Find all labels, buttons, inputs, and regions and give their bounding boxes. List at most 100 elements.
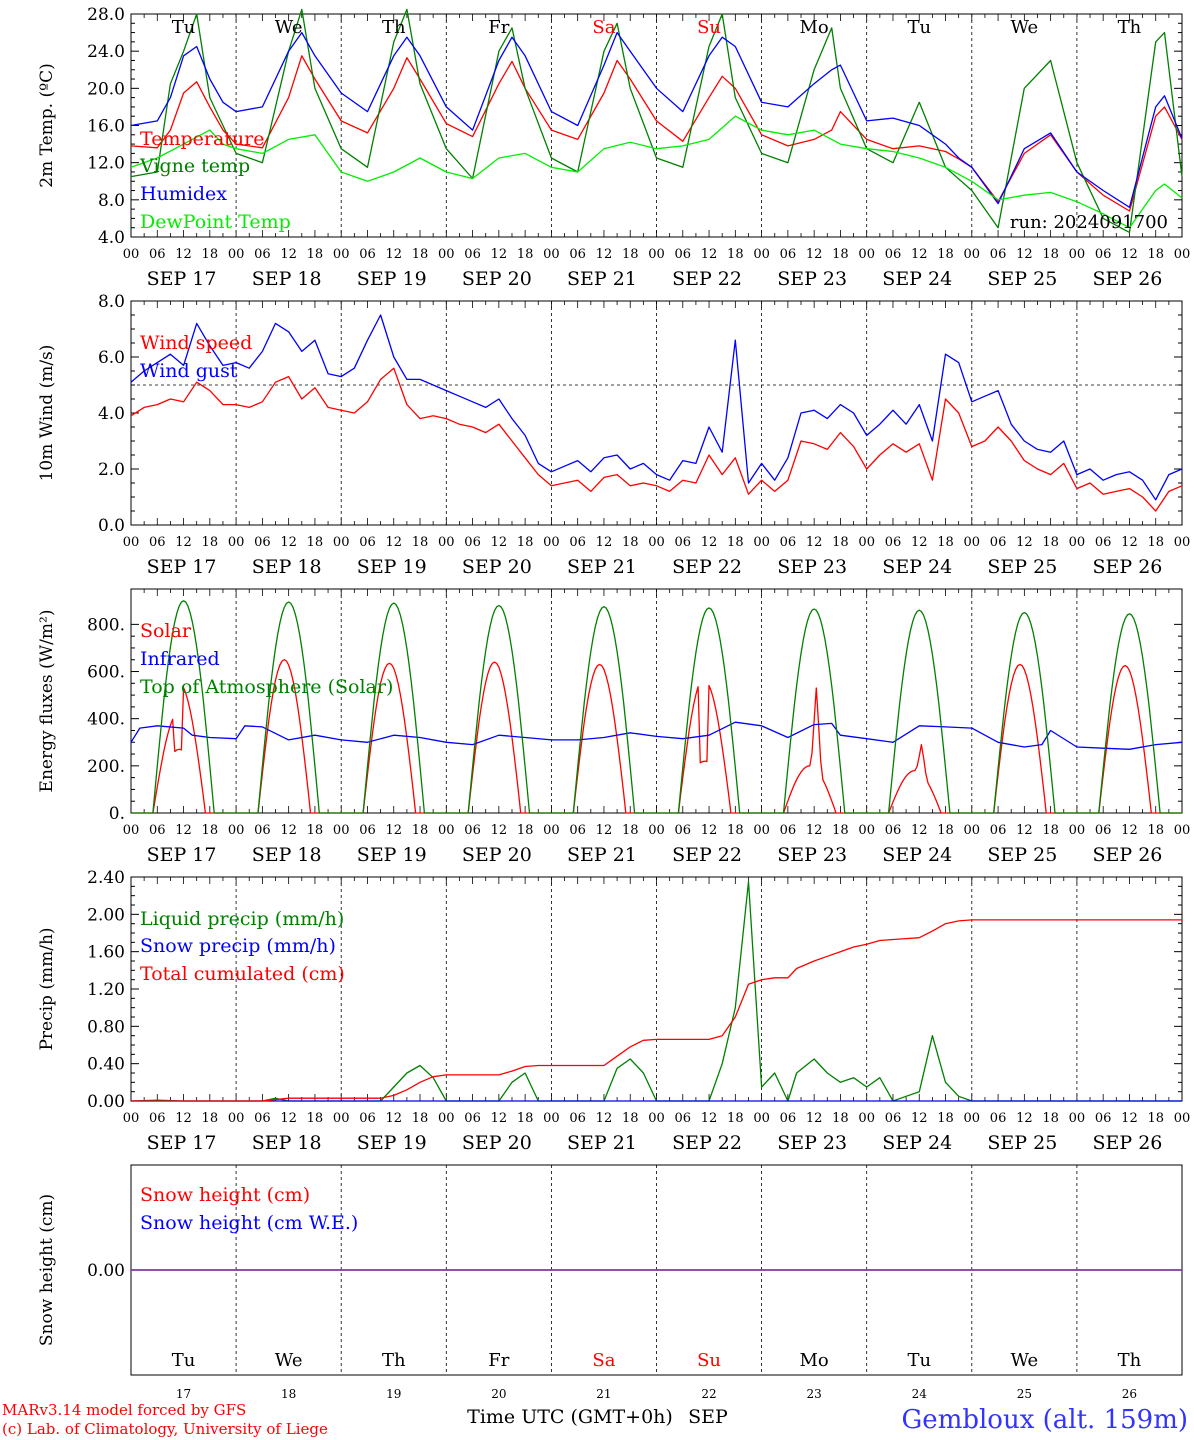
y-tick-label: 400. — [87, 710, 125, 730]
hour-label: 00 — [1069, 247, 1086, 262]
weekday-label: Fr — [488, 1350, 509, 1371]
hour-label: 00 — [1174, 535, 1191, 550]
hour-label: 12 — [385, 535, 402, 550]
hour-label: 00 — [753, 823, 770, 838]
y-tick-label: 2.40 — [87, 868, 125, 888]
hour-label: 12 — [175, 247, 192, 262]
day-number: 17 — [176, 1387, 191, 1401]
date-label: SEP 25 — [987, 268, 1057, 290]
hour-label: 12 — [1016, 823, 1033, 838]
day-number: 19 — [386, 1387, 401, 1401]
hour-label: 12 — [596, 823, 613, 838]
hour-label: 18 — [622, 535, 639, 550]
legend-entry: Snow precip (mm/h) — [140, 935, 336, 957]
hour-label: 18 — [1147, 247, 1164, 262]
hour-label: 06 — [675, 535, 692, 550]
hour-label: 18 — [307, 247, 324, 262]
hour-label: 18 — [517, 823, 534, 838]
series-temperature — [130, 55, 1183, 212]
hour-label: 06 — [569, 247, 586, 262]
legend-entry: Snow height (cm) — [140, 1184, 310, 1206]
date-label: SEP 24 — [882, 268, 952, 290]
hour-label: 12 — [701, 1111, 718, 1126]
hour-label: 00 — [858, 1111, 875, 1126]
hour-label: 06 — [780, 247, 797, 262]
hour-label: 06 — [990, 1111, 1007, 1126]
series-vigne-temp — [130, 8, 1183, 234]
y-axis-label: Snow height (cm) — [37, 1194, 57, 1346]
weekday-label: We — [275, 1350, 303, 1371]
hour-label: 18 — [832, 535, 849, 550]
hour-label: 18 — [832, 1111, 849, 1126]
y-tick-label: 12.0 — [87, 154, 125, 174]
date-label: SEP 17 — [147, 268, 217, 290]
date-label: SEP 20 — [462, 268, 532, 290]
hour-label: 18 — [307, 535, 324, 550]
day-number: 18 — [281, 1387, 296, 1401]
date-label: SEP 19 — [357, 1132, 427, 1154]
y-tick-label: 200. — [87, 757, 125, 777]
hour-label: 12 — [385, 1111, 402, 1126]
hour-label: 12 — [911, 535, 928, 550]
bottom-axis: Tu We Th Fr Sa Su Mo Tu We Th 17 18 19 20 21 22 23 24 25 26… — [2, 1350, 1188, 1438]
hour-label: 00 — [438, 247, 455, 262]
weekday-label: Tu — [172, 1350, 196, 1371]
date-label: SEP 23 — [777, 268, 847, 290]
hour-label: 06 — [149, 1111, 166, 1126]
hour-label: 06 — [464, 247, 481, 262]
y-tick-label: 2.00 — [87, 905, 125, 925]
hour-label: 18 — [517, 535, 534, 550]
hour-label: 06 — [885, 247, 902, 262]
date-label: SEP 18 — [252, 1132, 322, 1154]
hour-label: 06 — [464, 1111, 481, 1126]
hour-label: 06 — [254, 823, 271, 838]
weekday-label: Tu — [907, 17, 931, 38]
hour-label: 06 — [990, 823, 1007, 838]
hour-label: 06 — [675, 247, 692, 262]
series-wind-speed — [130, 367, 1183, 512]
weekday-label: Tu — [907, 1350, 931, 1371]
hour-label: 00 — [964, 535, 981, 550]
legend-entry: Solar — [140, 620, 192, 642]
date-label: SEP 22 — [672, 556, 742, 578]
hour-label: 18 — [937, 247, 954, 262]
hour-label: 00 — [438, 1111, 455, 1126]
hour-label: 12 — [1121, 247, 1138, 262]
hour-label: 00 — [543, 823, 560, 838]
hour-label: 06 — [885, 823, 902, 838]
hour-label: 18 — [1147, 1111, 1164, 1126]
hour-label: 00 — [543, 1111, 560, 1126]
hour-label: 12 — [1121, 823, 1138, 838]
hour-label: 12 — [491, 247, 508, 262]
legend-entry: Liquid precip (mm/h) — [140, 908, 344, 930]
hour-label: 12 — [1121, 535, 1138, 550]
y-tick-label: 1.20 — [87, 980, 125, 1000]
hour-label: 06 — [464, 535, 481, 550]
date-label: SEP 17 — [147, 844, 217, 866]
hour-label: 00 — [1174, 823, 1191, 838]
hour-label: 12 — [911, 1111, 928, 1126]
hour-label: 00 — [964, 247, 981, 262]
y-tick-label: 4.0 — [98, 228, 125, 248]
y-axis-label: 2m Temp. (ºC) — [37, 63, 57, 188]
date-label: SEP 22 — [672, 268, 742, 290]
hour-label: 06 — [254, 1111, 271, 1126]
date-label: SEP 21 — [567, 844, 637, 866]
hour-label: 00 — [123, 247, 140, 262]
hour-label: 18 — [622, 1111, 639, 1126]
date-label: SEP 24 — [882, 556, 952, 578]
credit-line-2: (c) Lab. of Climatology, University of L… — [2, 1420, 328, 1438]
panel-3: 0. 200. 400. 600. 800. Energy fluxes (W/m²) So… — [37, 588, 1191, 866]
weekday-label: Th — [382, 1350, 406, 1371]
credit-line-1: MARv3.14 model forced by GFS — [2, 1401, 246, 1419]
day-number: 24 — [912, 1387, 928, 1401]
hour-label: 00 — [333, 535, 350, 550]
y-tick-label: 8.0 — [98, 292, 125, 312]
y-tick-label: 800. — [87, 615, 125, 635]
date-label: SEP 22 — [672, 1132, 742, 1154]
hour-label: 06 — [359, 247, 376, 262]
date-label: SEP 21 — [567, 268, 637, 290]
y-axis-label: Energy fluxes (W/m²) — [37, 610, 57, 793]
y-tick-label: 0.40 — [87, 1055, 125, 1075]
hour-label: 00 — [333, 823, 350, 838]
